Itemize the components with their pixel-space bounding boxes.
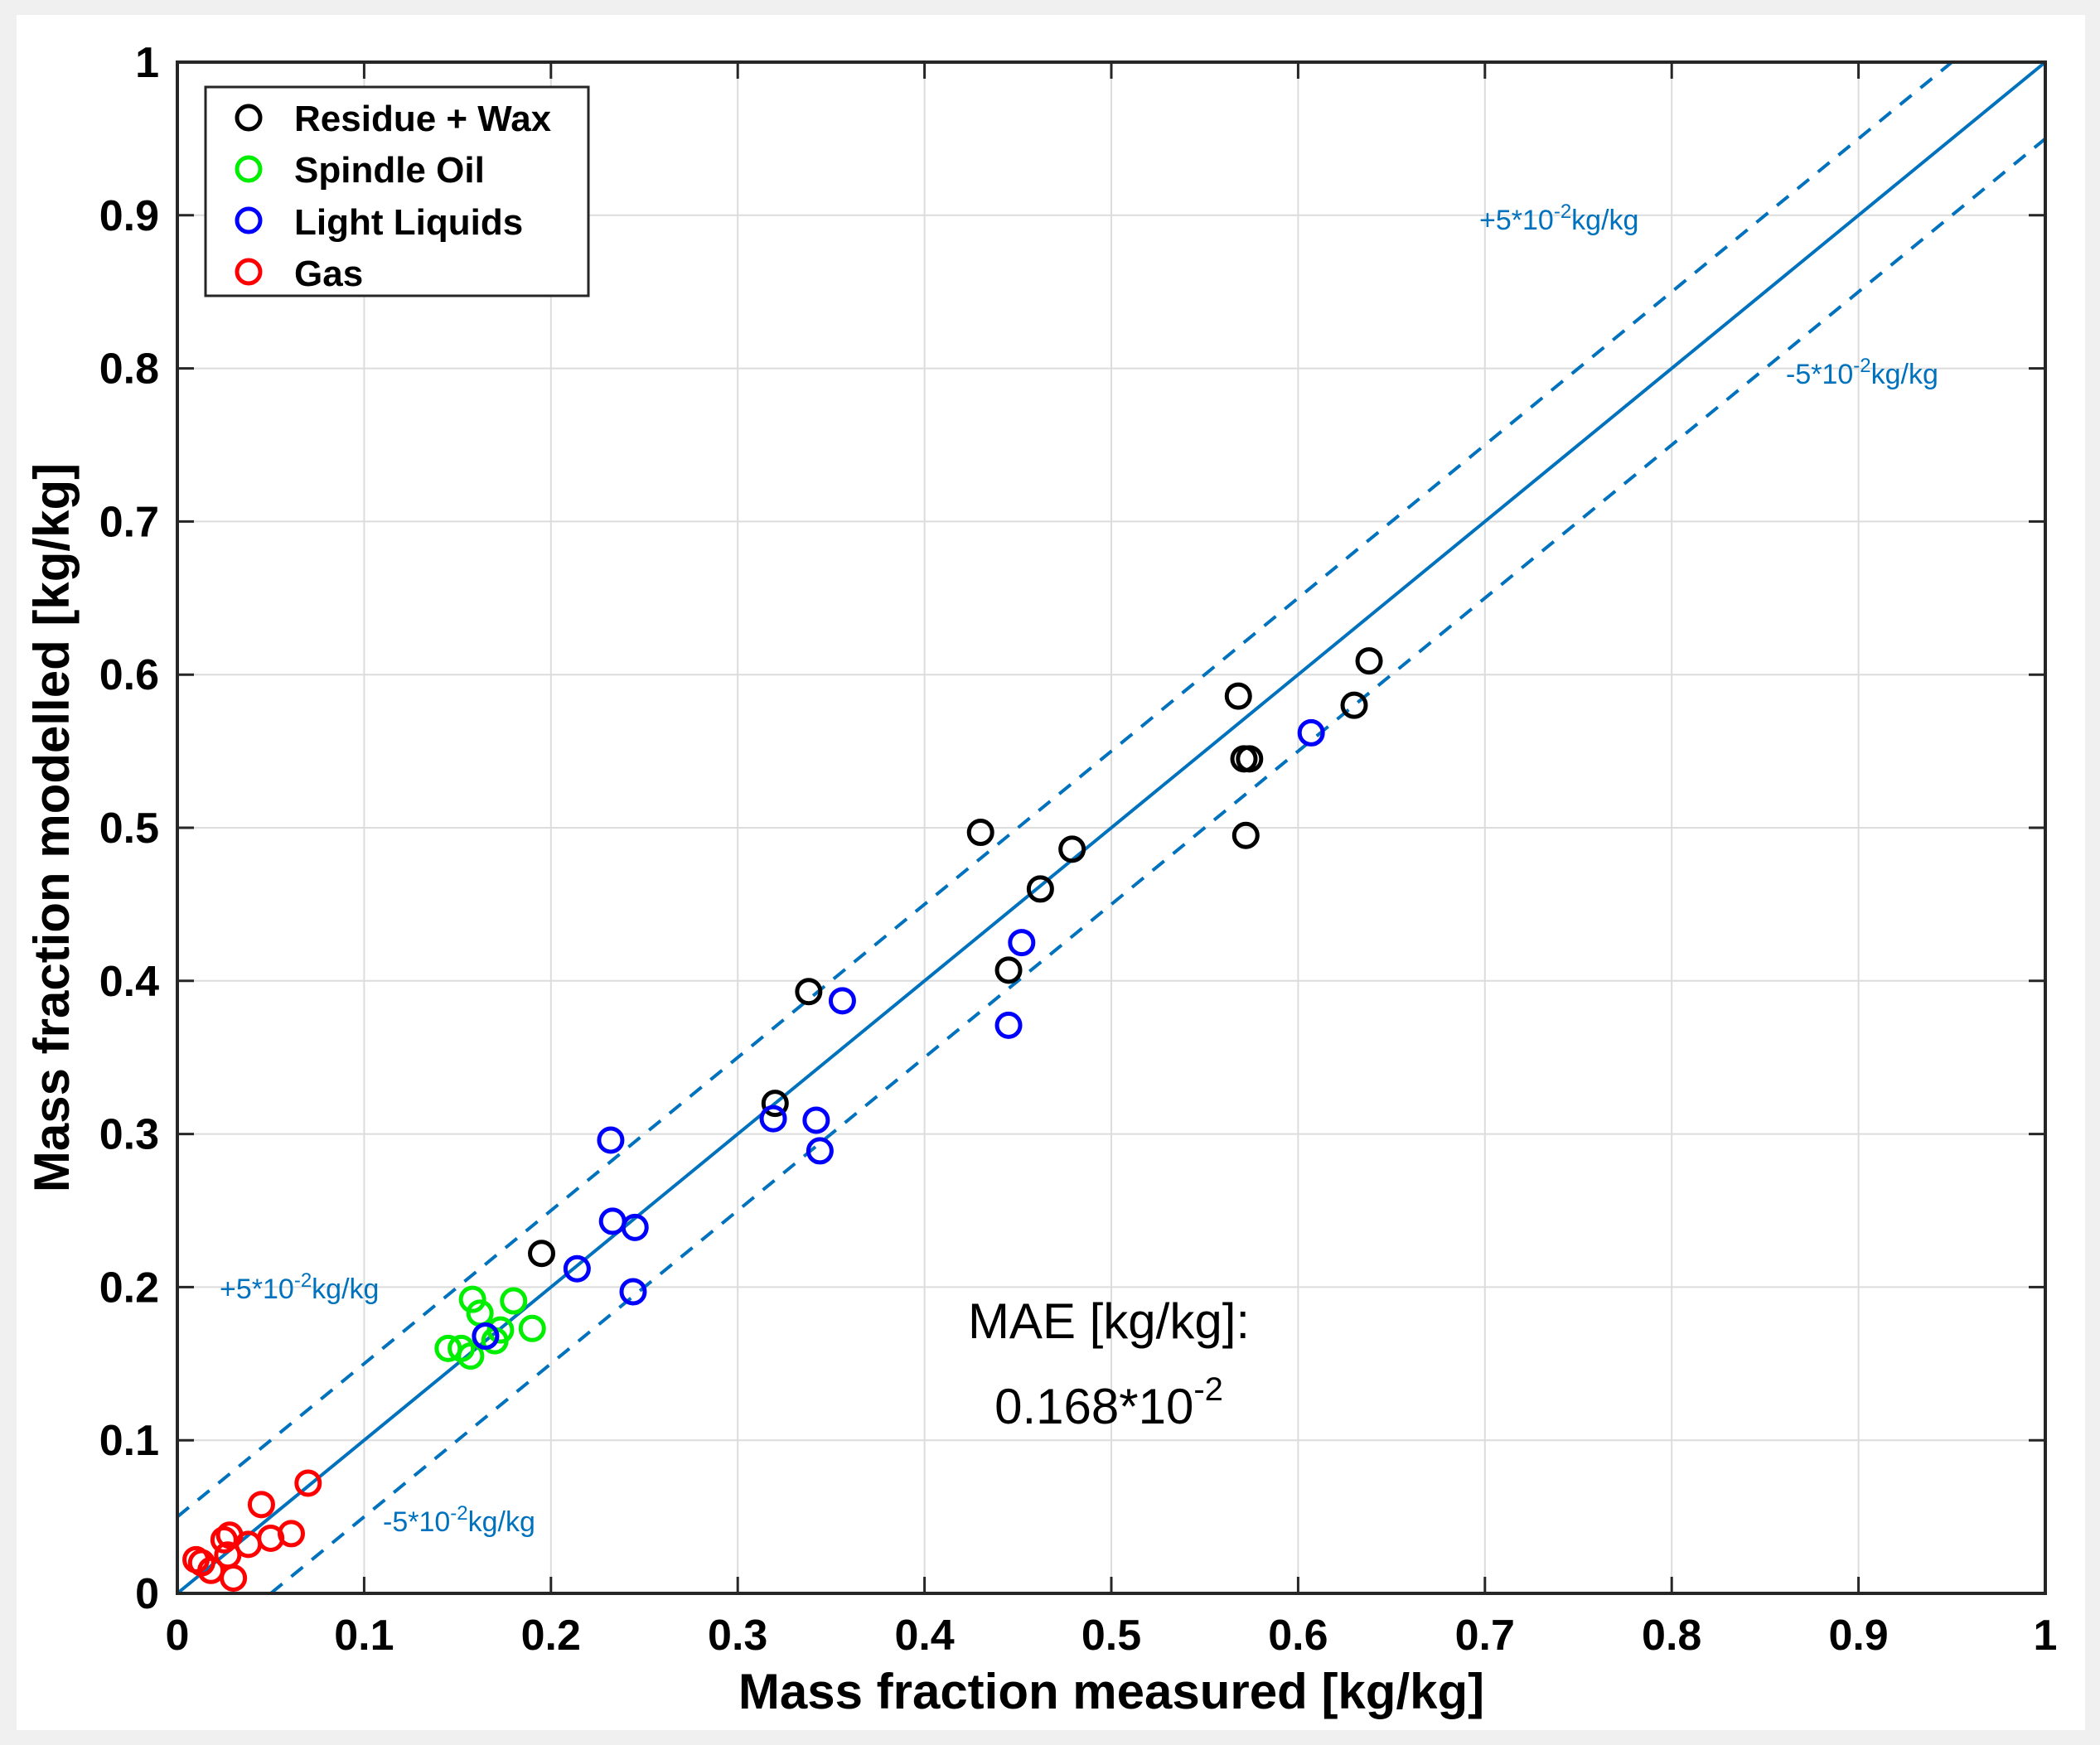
point-spindle-oil-7 [486, 1316, 515, 1344]
legend-label-light-liquids: Light Liquids [294, 202, 523, 243]
x-tick-label-0: 0 [166, 1612, 190, 1660]
point-gas-11 [294, 1469, 322, 1497]
x-tick-label-7: 0.7 [1455, 1612, 1515, 1660]
lower-band-label-top-sup: -2 [1853, 355, 1870, 377]
mae-title: MAE [kg/kg]: [968, 1293, 1250, 1349]
x-tick-label-4: 0.4 [894, 1612, 954, 1660]
y-tick-label-6: 0.6 [99, 651, 159, 699]
y-tick-label-3: 0.3 [99, 1111, 159, 1159]
point-residue-wax-6 [1058, 835, 1086, 863]
point-light-liquids-11 [1008, 929, 1036, 957]
legend-box [204, 85, 590, 297]
x-tick-label-6: 0.6 [1268, 1612, 1328, 1660]
point-light-liquids-0 [472, 1322, 500, 1351]
lower-band-label-bottom-unit: kg/kg [468, 1506, 535, 1538]
x-tick-label-10: 1 [2034, 1612, 2058, 1660]
point-residue-wax-3 [966, 819, 994, 847]
reference-lines [176, 60, 2047, 1595]
legend-label-gas: Gas [294, 254, 363, 294]
y-tick-label-7: 0.7 [99, 498, 159, 546]
point-spindle-oil-8 [500, 1287, 528, 1315]
point-residue-wax-10 [1231, 821, 1260, 849]
x-tick-label-2: 0.2 [521, 1612, 581, 1660]
y-tick-label-10: 1 [135, 39, 159, 87]
y-tick-label-0: 0 [135, 1570, 159, 1618]
point-light-liquids-9 [828, 987, 856, 1015]
point-light-liquids-4 [621, 1213, 649, 1241]
legend-marker-residue-wax [235, 104, 263, 132]
x-tick-label-5: 0.5 [1081, 1612, 1141, 1660]
y-tick-label-4: 0.4 [99, 958, 159, 1006]
legend-marker-gas [235, 258, 263, 286]
legend-marker-spindle-oil [235, 155, 263, 183]
y-tick-label-9: 0.9 [99, 192, 159, 240]
mae-value-sup: -2 [1193, 1371, 1223, 1408]
lower-band-label-top-unit: kg/kg [1871, 359, 1938, 390]
legend: Residue + Wax Spindle Oil Light Liquids … [204, 85, 590, 297]
x-axis-title: Mass fraction measured [kg/kg] [738, 1664, 1484, 1719]
y-tick-label-8: 0.8 [99, 346, 159, 394]
data-points [182, 647, 1383, 1593]
point-residue-wax-11 [1340, 691, 1368, 719]
point-spindle-oil-9 [518, 1314, 546, 1342]
point-spindle-oil-3 [458, 1285, 486, 1313]
lower-band-label-bottom: -5*10-2kg/kg [383, 1502, 535, 1538]
point-light-liquids-8 [806, 1137, 834, 1165]
point-residue-wax-4 [994, 956, 1023, 984]
upper-band-label-top-unit: kg/kg [1571, 205, 1638, 236]
lower-band-label-top-text: -5*10 [1786, 359, 1853, 390]
y-tick-label-2: 0.2 [99, 1264, 159, 1312]
point-residue-wax-2 [795, 978, 823, 1006]
point-light-liquids-6 [759, 1105, 787, 1133]
point-gas-10 [277, 1520, 305, 1548]
point-gas-6 [220, 1564, 248, 1593]
lower-band-label-bottom-text: -5*10 [383, 1506, 450, 1538]
point-light-liquids-7 [802, 1106, 830, 1134]
y-tick-label-1: 0.1 [99, 1417, 159, 1465]
x-tick-label-8: 0.8 [1642, 1612, 1701, 1660]
legend-marker-light-liquids [235, 206, 263, 234]
point-residue-wax-1 [761, 1090, 789, 1118]
y-axis-ticks: 0 0.1 0.2 0.3 0.4 0.5 0.6 0.7 0.8 0.9 1 [99, 39, 2045, 1618]
upper-band-label-bottom-sup: -2 [294, 1269, 312, 1292]
x-tick-label-3: 0.3 [708, 1612, 767, 1660]
lower-band-label-bottom-sup: -2 [450, 1502, 467, 1525]
mae-value: 0.168*10-2 [994, 1371, 1223, 1434]
x-tick-label-1: 0.1 [334, 1612, 394, 1660]
upper-band-label-bottom: +5*10-2kg/kg [220, 1269, 379, 1305]
upper-band-label-top-sup: -2 [1554, 201, 1571, 223]
point-light-liquids-12 [1297, 718, 1325, 747]
point-light-liquids-10 [994, 1011, 1023, 1039]
legend-label-spindle-oil: Spindle Oil [294, 150, 485, 191]
lower-band-label-top: -5*10-2kg/kg [1786, 355, 1938, 390]
legend-label-residue-wax: Residue + Wax [294, 99, 552, 139]
point-spindle-oil-2 [457, 1342, 485, 1370]
point-residue-wax-12 [1355, 647, 1383, 675]
reference-line-lower-band [269, 137, 2047, 1595]
point-light-liquids-5 [619, 1278, 647, 1306]
point-light-liquids-2 [597, 1126, 625, 1154]
point-light-liquids-1 [563, 1254, 591, 1283]
point-residue-wax-7 [1224, 682, 1252, 710]
point-residue-wax-9 [1236, 745, 1264, 773]
point-residue-wax-5 [1026, 875, 1054, 903]
reference-line-identity [176, 60, 2047, 1595]
x-axis-ticks: 0 0.1 0.2 0.3 0.4 0.5 0.6 0.7 0.8 0.9 1 [166, 62, 2058, 1660]
y-tick-label-5: 0.5 [99, 805, 159, 853]
mae-value-text: 0.168*10 [994, 1379, 1193, 1434]
x-tick-label-9: 0.9 [1828, 1612, 1888, 1660]
point-residue-wax-0 [528, 1240, 556, 1268]
upper-band-label-bottom-text: +5*10 [220, 1274, 294, 1305]
y-axis-title: Mass fraction modelled [kg/kg] [24, 463, 80, 1192]
upper-band-label-top-text: +5*10 [1479, 205, 1554, 236]
upper-band-label-top: +5*10-2kg/kg [1479, 201, 1638, 236]
point-gas-8 [247, 1491, 275, 1519]
reference-line-upper-band [176, 60, 1953, 1519]
upper-band-label-bottom-unit: kg/kg [312, 1274, 379, 1305]
